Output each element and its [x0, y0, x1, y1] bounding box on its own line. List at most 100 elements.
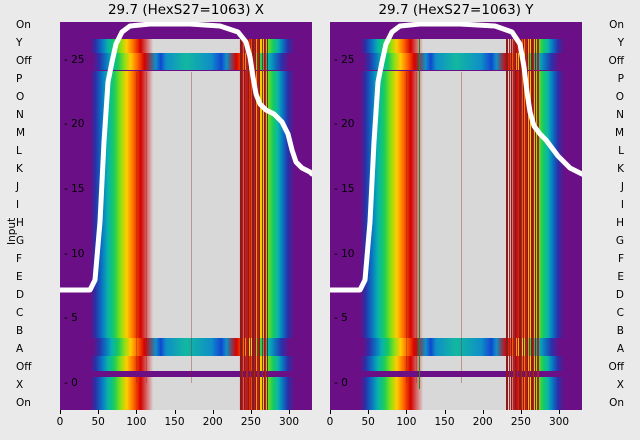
x-tick-50: 50	[91, 416, 105, 428]
x-tick-0: 0	[326, 416, 334, 428]
heatmap-band	[60, 70, 312, 339]
heatmap-band	[60, 377, 312, 410]
x-tick-0: 0	[56, 416, 64, 428]
category-label-c-16: C	[16, 307, 24, 319]
category-label-a-18: A	[616, 343, 624, 355]
category-label-b-17: B	[16, 325, 24, 337]
noise-streak	[135, 72, 137, 383]
category-label-p-3: P	[617, 73, 624, 85]
category-label-k-8: K	[617, 163, 624, 175]
noise-streak	[527, 39, 529, 410]
y-tick-5: - 5	[64, 312, 78, 325]
noise-streak	[510, 39, 512, 410]
x-tickmark-250	[520, 410, 522, 414]
category-label-m-6: M	[16, 127, 26, 139]
heatmap-band	[60, 338, 312, 356]
category-label-x-20: X	[616, 379, 624, 391]
heatmap-band	[330, 70, 582, 339]
category-label-off-2: Off	[608, 55, 625, 67]
noise-streak	[415, 72, 417, 383]
noise-streak	[265, 39, 267, 410]
green-marker-line	[419, 39, 421, 389]
y-tick-25: - 25	[64, 53, 85, 66]
noise-streak	[521, 39, 523, 410]
noise-streak	[535, 39, 537, 410]
x-tick-100: 100	[396, 416, 417, 428]
category-label-n-5: N	[16, 109, 24, 121]
noise-streak	[533, 39, 535, 410]
panel-y-plot-area[interactable]	[330, 22, 582, 410]
x-tickmark-200	[212, 410, 214, 414]
heatmap-band	[330, 53, 582, 71]
panel-x-plot-area[interactable]	[60, 22, 312, 410]
category-label-on-21: On	[609, 397, 624, 409]
category-label-e-14: E	[617, 271, 624, 283]
heatmap-band	[330, 355, 582, 372]
noise-streak	[529, 39, 531, 410]
y-axis-label: Input	[6, 217, 18, 245]
category-label-on-0: On	[609, 19, 624, 31]
category-label-n-5: N	[616, 109, 624, 121]
x-tickmark-300	[559, 410, 561, 414]
category-label-y-1: Y	[16, 37, 23, 49]
panel-y-title: 29.7 (HexS27=1063) Y	[378, 2, 534, 18]
noise-streak	[267, 39, 269, 410]
category-label-o-4: O	[615, 91, 624, 103]
category-label-f-13: F	[617, 253, 624, 265]
heatmap-band	[60, 355, 312, 372]
x-tick-200: 200	[472, 416, 493, 428]
x-tick-250: 250	[240, 416, 261, 428]
x-tickmark-100	[136, 410, 138, 414]
category-label-off-19: Off	[16, 361, 32, 373]
category-label-i-10: I	[620, 199, 624, 211]
panel-y: 29.7 (HexS27=1063) Y - 0 - 5 - 10 - 15 - 20 -…	[327, 2, 582, 428]
category-label-on-21: On	[16, 397, 31, 409]
noise-streak	[516, 39, 518, 410]
category-label-c-16: C	[616, 307, 624, 319]
category-label-j-9: J	[16, 181, 20, 193]
category-label-x-20: X	[16, 379, 24, 391]
category-label-l-7: L	[618, 145, 624, 157]
y-tick-15: - 15	[334, 183, 355, 196]
y-tick-10: - 10	[334, 247, 355, 260]
noise-streak	[255, 39, 257, 410]
x-tickmark-0	[60, 410, 61, 414]
heatmap-band	[330, 377, 582, 410]
heatmap-band	[330, 39, 582, 54]
y-tick-20: - 20	[64, 118, 85, 131]
noise-streak	[523, 39, 525, 410]
panel-x-title: 29.7 (HexS27=1063) X	[107, 2, 265, 18]
heatmap-band	[330, 371, 582, 377]
category-label-g-12: G	[16, 235, 25, 247]
y-tick-20: - 20	[334, 118, 355, 131]
heatmap-band	[60, 53, 312, 71]
category-label-i-10: I	[16, 199, 20, 211]
noise-streak	[261, 39, 263, 410]
x-tick-300: 300	[279, 416, 300, 428]
category-label-d-15: D	[615, 289, 624, 301]
y-tick-0: - 0	[64, 377, 78, 390]
category-label-d-15: D	[16, 289, 25, 301]
noise-streak	[259, 39, 261, 410]
category-label-f-13: F	[16, 253, 23, 265]
x-tickmark-200	[482, 410, 484, 414]
x-tickmark-0	[330, 410, 331, 414]
x-tickmark-150	[444, 410, 446, 414]
category-label-g-12: G	[615, 235, 624, 247]
x-tickmark-50	[98, 410, 100, 414]
x-tick-150: 150	[164, 416, 185, 428]
category-label-y-1: Y	[617, 37, 624, 49]
category-label-off-19: Off	[608, 361, 625, 373]
category-label-o-4: O	[16, 91, 25, 103]
category-label-h-11: H	[616, 217, 624, 229]
noise-streak	[249, 39, 251, 410]
x-tick-300: 300	[549, 416, 570, 428]
noise-streak	[508, 39, 510, 410]
x-tickmark-50	[368, 410, 370, 414]
noise-streak	[241, 39, 243, 410]
y-tick-0: - 0	[334, 377, 348, 390]
category-label-k-8: K	[16, 163, 23, 175]
x-tick-250: 250	[510, 416, 531, 428]
noise-streak	[405, 72, 407, 383]
